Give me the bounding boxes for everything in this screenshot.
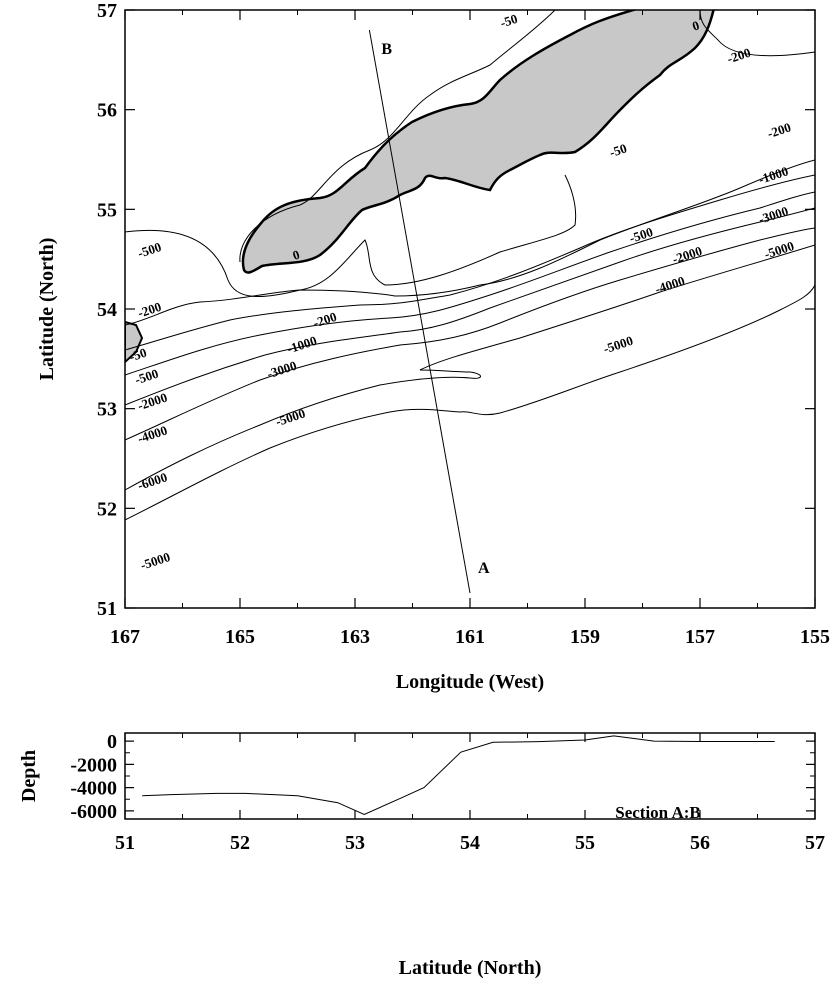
point-label-a: A	[478, 560, 490, 577]
contour-label: -200	[136, 299, 163, 321]
map-x-tick-label: 165	[225, 626, 255, 648]
map-x-tick-label: 157	[685, 626, 715, 648]
map-y-tick-label: 55	[97, 199, 117, 221]
section-x-tick-label: 54	[460, 832, 480, 854]
map-y-tick-label: 54	[97, 299, 117, 321]
section-x-axis-title: Latitude (North)	[399, 957, 542, 979]
map-frame	[124, 9, 816, 609]
island-west	[125, 320, 144, 364]
section-x-tick-label: 55	[575, 832, 595, 854]
map-y-tick-label: 57	[97, 0, 117, 22]
contour-label: -2000	[670, 243, 703, 267]
contour-label: -200	[765, 119, 792, 141]
depth-profile-line	[142, 735, 775, 815]
section-ticks	[124, 733, 816, 819]
map-x-tick-label: 163	[340, 626, 370, 648]
map-x-tick-label: 159	[570, 626, 600, 648]
contour-label: -1000	[285, 333, 318, 357]
contour-line	[125, 207, 815, 406]
section-frame	[124, 732, 816, 820]
section-panel: 51 52 53 54 55 56 57 0-2000-4000-6000 Section …	[18, 731, 825, 979]
section-line-ab	[368, 29, 471, 594]
section-y-axis-title: Depth	[18, 750, 40, 802]
land-masses	[125, 10, 715, 364]
section-y-tick-label: -6000	[70, 801, 117, 823]
map-x-tick-label: 155	[800, 626, 830, 648]
map-x-tick-label: 167	[110, 626, 140, 648]
contour-label: -1000	[757, 163, 790, 187]
map-x-axis-title: Longitude (West)	[396, 671, 544, 693]
point-label-b: B	[381, 41, 392, 58]
contour-line	[125, 244, 815, 491]
island-main	[241, 10, 715, 274]
section-x-tick-labels: 51 52 53 54 55 56 57	[115, 832, 825, 854]
map-y-tick-labels: 51 52 53 54 55 56 57	[97, 0, 117, 620]
map-panel: BA -50 0-200-200-50-1000-3000-500-2000 -50…	[36, 0, 830, 693]
contour-label: -500	[133, 366, 160, 388]
contour-line	[125, 174, 815, 351]
section-x-tick-label: 51	[115, 832, 135, 854]
contour-label: -200	[725, 45, 752, 67]
contour-line	[125, 159, 815, 326]
contour-label: -5000	[138, 549, 171, 573]
section-x-tick-label: 57	[805, 832, 825, 854]
contour-label: -50	[127, 345, 148, 365]
contour-label: -200	[311, 309, 338, 331]
contour-label: -5000	[762, 238, 795, 262]
map-y-tick-label: 52	[97, 498, 117, 520]
contour-line	[125, 227, 815, 441]
section-annotation: Section A:B	[615, 803, 700, 822]
section-y-tick-label: -4000	[70, 778, 117, 800]
contour-label: 0	[690, 18, 701, 34]
section-y-tick-label: 0	[107, 731, 117, 753]
contour-label: -4000	[136, 422, 169, 446]
contour-labels: -50 0-200-200-50-1000-3000-500-2000 -5000-…	[127, 11, 795, 573]
section-line: BA	[368, 29, 490, 594]
map-x-tick-labels: 167 165 163 161 159 157 155	[110, 626, 830, 648]
contour-label: -500	[136, 239, 163, 261]
contour-line	[125, 191, 815, 376]
contour-line	[699, 10, 815, 57]
map-y-tick-label: 53	[97, 399, 117, 421]
contour-label: -5000	[274, 406, 307, 430]
contour-label: -4000	[653, 273, 686, 297]
map-ticks	[124, 9, 816, 609]
map-y-tick-label: 56	[97, 100, 117, 122]
contour-line	[239, 10, 556, 263]
contour-label: -6000	[136, 469, 169, 493]
section-x-tick-label: 56	[690, 832, 710, 854]
map-y-axis-title: Latitude (North)	[36, 238, 58, 381]
contour-label: -3000	[757, 203, 790, 227]
contour-label: -50	[498, 11, 519, 31]
contour-line	[125, 174, 577, 298]
contour-label: -50	[608, 140, 629, 160]
contour-label: -500	[627, 224, 654, 246]
contour-label: -2000	[136, 390, 169, 414]
section-y-tick-label: -2000	[70, 754, 117, 776]
contour-label: -3000	[265, 358, 298, 382]
map-x-tick-label: 161	[455, 626, 485, 648]
contour-line	[125, 284, 815, 521]
bathymetry-contours	[125, 10, 815, 521]
contour-label: -5000	[601, 333, 634, 357]
section-y-tick-labels: 0-2000-4000-6000	[70, 731, 117, 823]
contour-label: 0	[291, 247, 302, 263]
section-x-tick-label: 52	[230, 832, 250, 854]
section-x-tick-label: 53	[345, 832, 365, 854]
map-y-tick-label: 51	[97, 598, 117, 620]
